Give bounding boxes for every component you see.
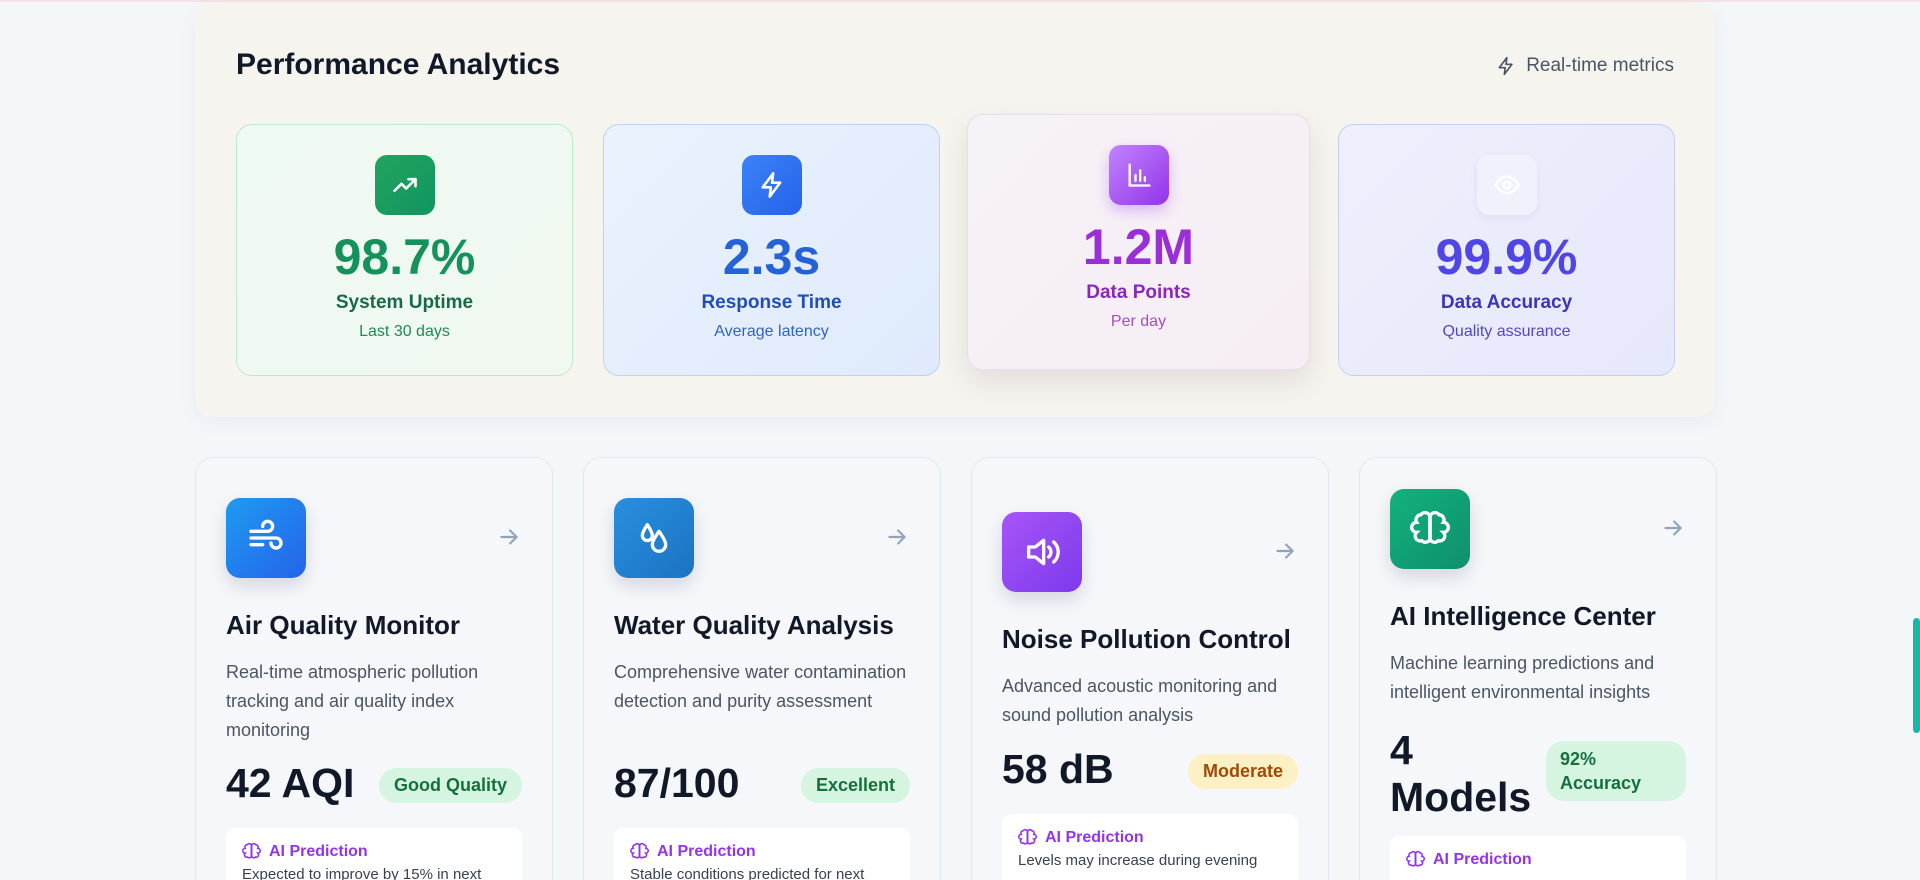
bar-chart-icon [1128, 163, 1151, 187]
scrollbar-thumb[interactable] [1913, 618, 1920, 733]
metric-card-uptime: 98.7% System Uptime Last 30 days [236, 124, 573, 376]
module-icon-box [614, 498, 694, 578]
module-icon-box [226, 498, 306, 578]
ai-prediction-text: Levels may increase during evening [1018, 852, 1258, 869]
metric-label: System Uptime [335, 291, 474, 313]
eye-icon [1493, 175, 1520, 195]
ai-prediction-label: AI Prediction [269, 842, 368, 860]
status-badge: 92% Accuracy [1546, 741, 1686, 801]
module-card-water-quality[interactable]: Water Quality Analysis Comprehensive wat… [583, 457, 941, 880]
performance-analytics-panel: Performance Analytics Real-time metrics … [195, 3, 1715, 417]
ai-prediction-box: AI Prediction Levels may increase during… [1002, 814, 1298, 880]
bolt-icon [760, 172, 781, 198]
metric-icon-box [741, 155, 802, 215]
ai-prediction-box: AI Prediction Stable conditions predicte… [614, 828, 910, 880]
metric-sublabel: Last 30 days [359, 322, 450, 340]
metric-sublabel: Average latency [714, 322, 829, 340]
brain-icon [1410, 510, 1450, 544]
ai-prediction-box: AI Prediction Expected to improve by 15%… [226, 828, 522, 880]
analytics-title: Performance Analytics [236, 48, 561, 81]
brain-icon [1406, 850, 1425, 867]
ai-prediction-label: AI Prediction [657, 842, 756, 860]
realtime-label: Real-time metrics [1526, 55, 1674, 76]
ai-prediction-header: AI Prediction [242, 842, 506, 861]
metric-icon-box [1108, 145, 1169, 205]
status-badge: Excellent [800, 768, 910, 803]
module-value: 87/100 [614, 760, 740, 806]
metric-icon-box [374, 155, 435, 215]
ai-prediction-box: AI Prediction [1390, 836, 1686, 880]
module-title: Water Quality Analysis [614, 610, 894, 640]
metric-label: Response Time [701, 291, 842, 313]
module-card-air-quality[interactable]: Air Quality Monitor Real-time atmospheri… [195, 457, 553, 880]
module-icon-box [1390, 489, 1470, 569]
module-description: Comprehensive water contamination detect… [614, 662, 907, 711]
module-title: AI Intelligence Center [1390, 601, 1656, 631]
ai-prediction-text: Expected to improve by 15% in next [242, 866, 482, 880]
brain-icon [242, 842, 261, 859]
module-value: 58 dB [1002, 746, 1114, 792]
ai-prediction-header: AI Prediction [1018, 828, 1282, 847]
brain-icon [1018, 828, 1037, 845]
status-badge: Good Quality [378, 768, 522, 803]
metric-icon-box [1476, 155, 1537, 215]
metric-value: 2.3s [722, 229, 821, 285]
ai-prediction-text: Stable conditions predicted for next [630, 866, 865, 880]
top-border [0, 0, 1920, 2]
wind-icon [249, 519, 283, 550]
metric-value: 98.7% [333, 229, 476, 285]
module-icon-box [1002, 512, 1082, 592]
metric-card-response-time: 2.3s Response Time Average latency [603, 124, 940, 376]
trending-up-icon [392, 177, 417, 193]
module-value: 42 AQI [226, 760, 355, 806]
metric-card-accuracy: 99.9% Data Accuracy Quality assurance [1338, 124, 1675, 376]
arrow-right-icon[interactable] [884, 524, 910, 550]
arrow-right-icon[interactable] [1272, 538, 1298, 564]
module-card-noise-pollution[interactable]: Noise Pollution Control Advanced acousti… [971, 457, 1329, 880]
metric-sublabel: Quality assurance [1442, 322, 1571, 340]
module-description: Advanced acoustic monitoring and sound p… [1002, 676, 1278, 725]
realtime-metrics-indicator: Real-time metrics [1496, 55, 1674, 77]
metric-value: 1.2M [1082, 219, 1195, 275]
module-title: Noise Pollution Control [1002, 624, 1291, 654]
module-description: Real-time atmospheric pollution tracking… [226, 662, 479, 740]
brain-icon [630, 842, 649, 859]
arrow-right-icon[interactable] [1660, 515, 1686, 541]
speaker-icon [1027, 538, 1060, 566]
metric-label: Data Accuracy [1440, 291, 1573, 313]
metric-card-data-points: 1.2M Data Points Per day [967, 114, 1310, 370]
module-title: Air Quality Monitor [226, 610, 460, 640]
ai-prediction-label: AI Prediction [1045, 828, 1144, 846]
ai-prediction-header: AI Prediction [1406, 850, 1670, 869]
module-value: 4 Models [1390, 727, 1532, 821]
droplets-icon [640, 523, 668, 553]
arrow-right-icon[interactable] [496, 524, 522, 550]
metric-label: Data Points [1086, 281, 1191, 303]
module-card-ai-intelligence[interactable]: AI Intelligence Center Machine learning … [1359, 457, 1717, 880]
dashboard-content: Performance Analytics Real-time metrics … [195, 0, 1717, 880]
bolt-icon [1498, 56, 1513, 76]
metric-sublabel: Per day [1110, 312, 1167, 330]
metric-value: 99.9% [1435, 229, 1578, 285]
module-description: Machine learning predictions and intelli… [1390, 653, 1655, 702]
ai-prediction-header: AI Prediction [630, 842, 894, 861]
status-badge: Moderate [1187, 754, 1298, 789]
ai-prediction-label: AI Prediction [1433, 850, 1532, 868]
